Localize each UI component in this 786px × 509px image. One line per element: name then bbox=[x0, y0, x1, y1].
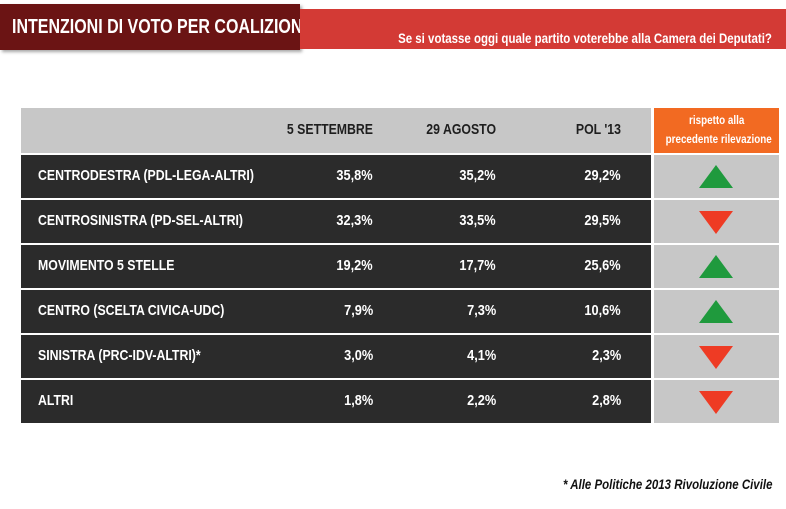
row-value-2: 2,3% bbox=[591, 347, 621, 364]
column-header-pol-13: POL '13 bbox=[575, 121, 621, 138]
row-label: CENTRODESTRA (PDL-LEGA-ALTRI) bbox=[38, 167, 254, 184]
page-title: INTENZIONI DI VOTO PER COALIZIONE bbox=[12, 16, 314, 38]
column-header-29-agosto: 29 AGOSTO bbox=[426, 121, 496, 138]
table-row bbox=[21, 335, 651, 378]
row-value-2: 29,2% bbox=[584, 167, 621, 184]
arrow-down-icon bbox=[699, 346, 733, 369]
question-text: Se si votasse oggi quale partito votereb… bbox=[398, 30, 772, 46]
row-value-2: 10,6% bbox=[584, 302, 621, 319]
row-value-2: 2,8% bbox=[591, 392, 621, 409]
row-label: SINISTRA (PRC-IDV-ALTRI)* bbox=[38, 347, 201, 364]
row-value-1: 4,1% bbox=[466, 347, 496, 364]
header-banner: INTENZIONI DI VOTO PER COALIZIONE Se si … bbox=[0, 0, 786, 62]
row-value-0: 35,8% bbox=[336, 167, 373, 184]
arrow-up-icon bbox=[699, 255, 733, 278]
table-header bbox=[21, 108, 651, 153]
row-value-1: 17,7% bbox=[459, 257, 496, 274]
row-value-0: 3,0% bbox=[343, 347, 373, 364]
row-value-1: 35,2% bbox=[459, 167, 496, 184]
row-value-1: 33,5% bbox=[459, 212, 496, 229]
arrow-down-icon bbox=[699, 391, 733, 414]
row-value-0: 7,9% bbox=[343, 302, 373, 319]
row-value-0: 19,2% bbox=[336, 257, 373, 274]
row-label: CENTROSINISTRA (PD-SEL-ALTRI) bbox=[38, 212, 243, 229]
table-row bbox=[21, 200, 651, 243]
row-value-2: 29,5% bbox=[584, 212, 621, 229]
arrow-down-icon bbox=[699, 211, 733, 234]
trend-down-mark bbox=[699, 346, 733, 369]
trend-header-label: rispetto alla precedente rilevazione bbox=[654, 111, 779, 149]
trend-up-mark bbox=[699, 165, 733, 188]
trend-header bbox=[654, 108, 779, 153]
column-header-5-settembre: 5 SETTEMBRE bbox=[286, 121, 373, 138]
arrow-up-icon bbox=[699, 300, 733, 323]
footnote: * Alle Politiche 2013 Rivoluzione Civile bbox=[562, 476, 772, 492]
trend-header-line-2: precedente rilevazione bbox=[665, 132, 772, 146]
trend-up-mark bbox=[699, 300, 733, 323]
trend-down-mark bbox=[699, 391, 733, 414]
table-row bbox=[21, 245, 651, 288]
trend-up-mark bbox=[699, 255, 733, 278]
table-row bbox=[21, 155, 651, 198]
arrow-up-icon bbox=[699, 165, 733, 188]
table-row bbox=[21, 380, 651, 423]
row-label: CENTRO (SCELTA CIVICA-UDC) bbox=[38, 302, 225, 319]
row-value-1: 2,2% bbox=[466, 392, 496, 409]
question-bar: Se si votasse oggi quale partito votereb… bbox=[300, 9, 786, 49]
row-value-2: 25,6% bbox=[584, 257, 621, 274]
row-label: ALTRI bbox=[38, 392, 74, 409]
row-value-1: 7,3% bbox=[466, 302, 496, 319]
trend-header-line-1: rispetto alla bbox=[688, 113, 745, 127]
table-row bbox=[21, 290, 651, 333]
trend-down-mark bbox=[699, 211, 733, 234]
row-value-0: 32,3% bbox=[336, 212, 373, 229]
poll-table: rispetto alla precedente rilevazione 5 S… bbox=[21, 108, 781, 423]
row-value-0: 1,8% bbox=[343, 392, 373, 409]
title-box bbox=[0, 4, 300, 50]
row-label: MOVIMENTO 5 STELLE bbox=[38, 257, 175, 274]
